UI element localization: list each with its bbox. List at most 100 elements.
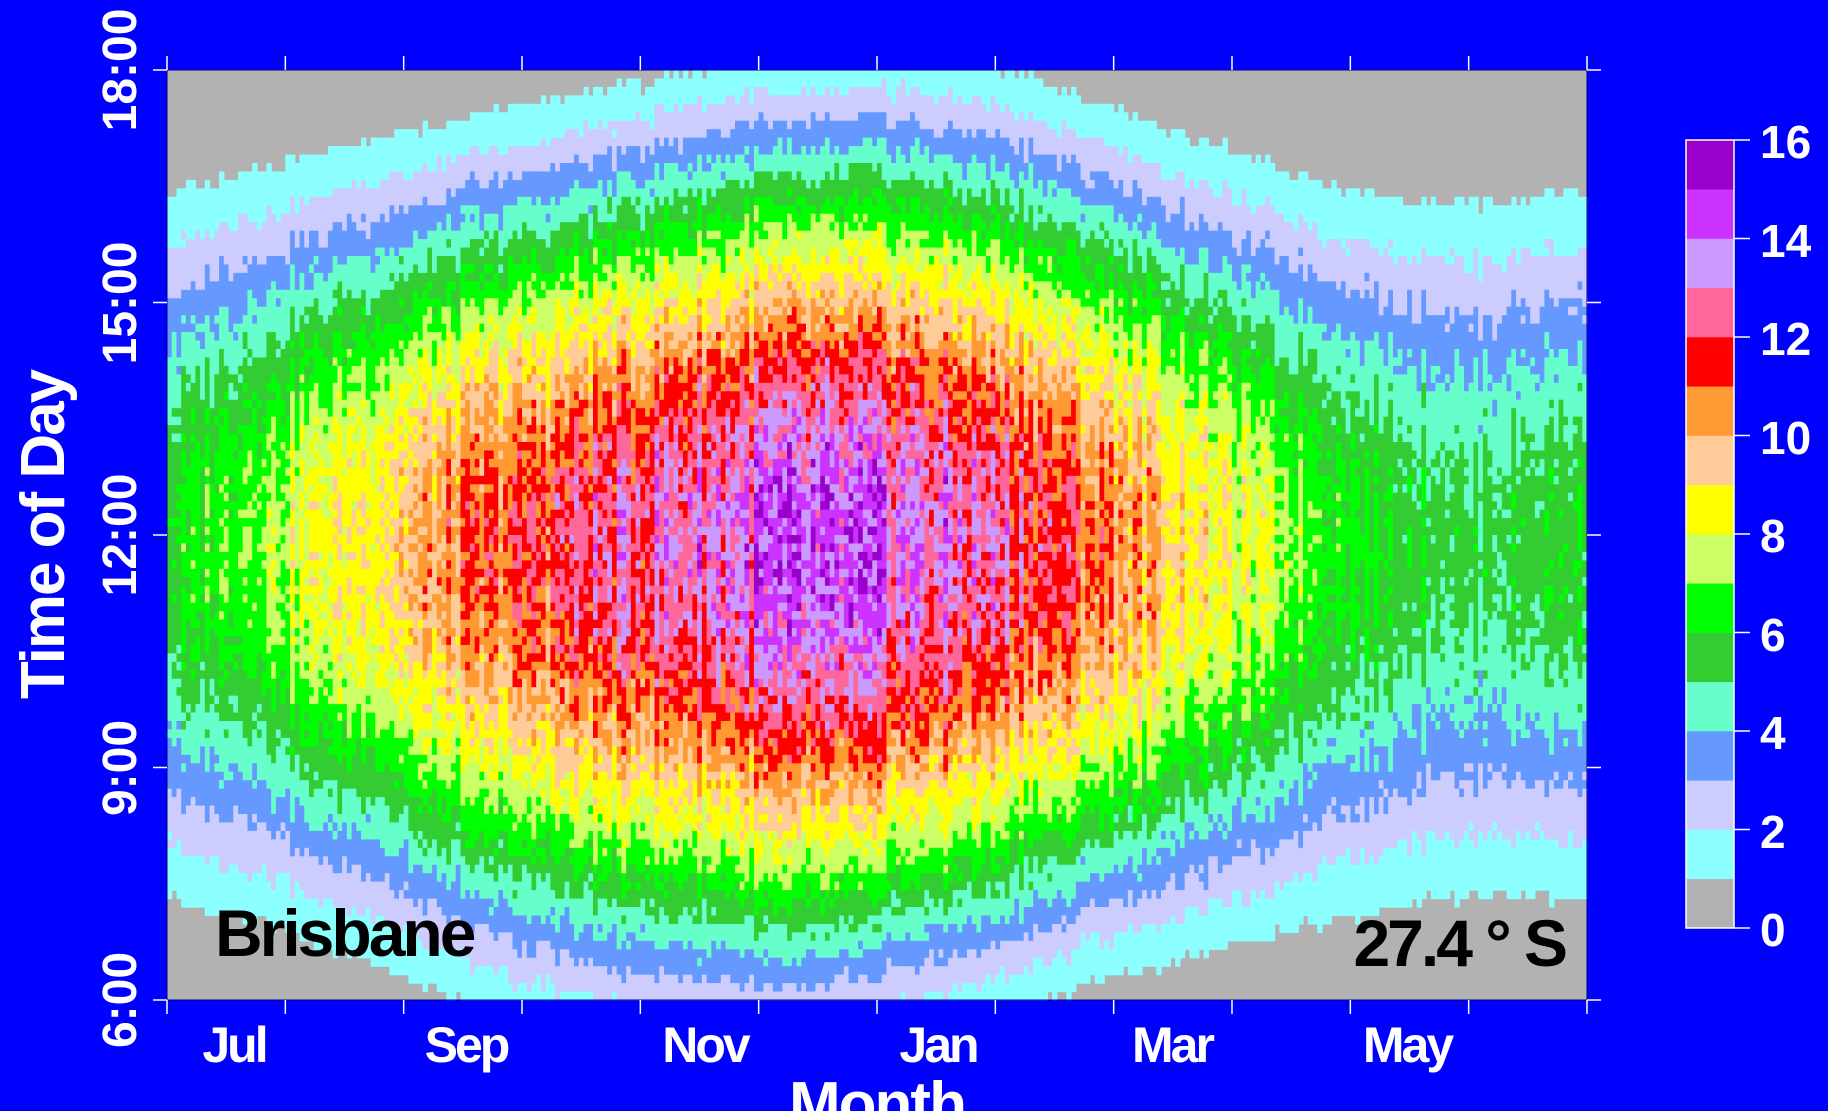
heatmap-cell bbox=[252, 408, 257, 417]
heatmap-cell bbox=[371, 670, 376, 679]
heatmap-cell bbox=[219, 171, 224, 180]
heatmap-cell bbox=[408, 713, 413, 722]
heatmap-cell bbox=[347, 290, 352, 299]
heatmap-cell bbox=[238, 738, 243, 747]
heatmap-cell bbox=[181, 713, 186, 722]
heatmap-cell bbox=[408, 552, 413, 561]
heatmap-cell bbox=[247, 459, 252, 468]
heatmap-cell bbox=[380, 848, 385, 857]
heatmap-cell bbox=[262, 298, 267, 307]
heatmap-cell bbox=[229, 696, 234, 705]
heatmap-cell bbox=[266, 264, 271, 273]
heatmap-cell bbox=[200, 873, 205, 882]
heatmap-cell bbox=[423, 248, 428, 257]
heatmap-cell bbox=[300, 670, 305, 679]
heatmap-cell bbox=[181, 552, 186, 561]
heatmap-cell bbox=[380, 146, 385, 155]
heatmap-cell bbox=[257, 738, 262, 747]
heatmap-cell bbox=[389, 535, 394, 544]
heatmap-cell bbox=[290, 729, 295, 738]
heatmap-cell bbox=[347, 603, 352, 612]
heatmap-cell bbox=[309, 645, 314, 654]
heatmap-cell bbox=[176, 408, 181, 417]
heatmap-cell bbox=[210, 197, 215, 206]
heatmap-cell bbox=[262, 704, 267, 713]
heatmap-cell bbox=[200, 467, 205, 476]
heatmap-cell bbox=[314, 248, 319, 257]
heatmap-cell bbox=[290, 281, 295, 290]
heatmap-cell bbox=[389, 552, 394, 561]
heatmap-cell bbox=[385, 687, 390, 696]
heatmap-cell bbox=[252, 256, 257, 265]
heatmap-cell bbox=[328, 450, 333, 459]
heatmap-cell bbox=[328, 577, 333, 586]
heatmap-cell bbox=[337, 670, 342, 679]
heatmap-cell bbox=[186, 535, 191, 544]
heatmap-cell bbox=[389, 324, 394, 333]
heatmap-cell bbox=[408, 197, 413, 206]
heatmap-cell bbox=[243, 467, 248, 476]
heatmap-cell bbox=[385, 434, 390, 443]
heatmap-cell bbox=[309, 789, 314, 798]
heatmap-cell bbox=[229, 772, 234, 781]
heatmap-cell bbox=[385, 729, 390, 738]
heatmap-cell bbox=[352, 341, 357, 350]
heatmap-cell bbox=[238, 493, 243, 502]
heatmap-cell bbox=[300, 696, 305, 705]
heatmap-cell bbox=[238, 670, 243, 679]
heatmap-cell bbox=[314, 586, 319, 595]
heatmap-cell bbox=[380, 620, 385, 629]
heatmap-cell bbox=[176, 552, 181, 561]
heatmap-cell bbox=[394, 264, 399, 273]
heatmap-cell bbox=[172, 552, 177, 561]
heatmap-cell bbox=[262, 772, 267, 781]
heatmap-cell bbox=[309, 281, 314, 290]
heatmap-cell bbox=[356, 180, 361, 189]
heatmap-cell bbox=[333, 231, 338, 240]
heatmap-cell bbox=[186, 476, 191, 485]
heatmap-cell bbox=[356, 417, 361, 426]
heatmap-cell bbox=[375, 349, 380, 358]
heatmap-cell bbox=[191, 873, 196, 882]
heatmap-cell bbox=[219, 290, 224, 299]
heatmap-cell bbox=[375, 324, 380, 333]
heatmap-cell bbox=[210, 434, 215, 443]
heatmap-cell bbox=[247, 679, 252, 688]
heatmap-cell bbox=[399, 332, 404, 341]
heatmap-cell bbox=[323, 239, 328, 248]
heatmap-cell bbox=[214, 670, 219, 679]
heatmap-cell bbox=[318, 738, 323, 747]
heatmap-cell bbox=[181, 763, 186, 772]
heatmap-cell bbox=[200, 450, 205, 459]
heatmap-cell bbox=[356, 882, 361, 891]
heatmap-cell bbox=[300, 459, 305, 468]
heatmap-cell bbox=[304, 222, 309, 231]
heatmap-cell bbox=[366, 594, 371, 603]
heatmap-cell bbox=[385, 231, 390, 240]
heatmap-cell bbox=[314, 560, 319, 569]
heatmap-cell bbox=[229, 442, 234, 451]
heatmap-cell bbox=[309, 383, 314, 392]
heatmap-cell bbox=[356, 848, 361, 857]
heatmap-cell bbox=[333, 628, 338, 637]
heatmap-cell bbox=[262, 611, 267, 620]
heatmap-cell bbox=[195, 670, 200, 679]
heatmap-cell bbox=[371, 205, 376, 214]
heatmap-cell bbox=[295, 222, 300, 231]
heatmap-cell bbox=[238, 476, 243, 485]
heatmap-cell bbox=[295, 510, 300, 519]
heatmap-cell bbox=[247, 222, 252, 231]
heatmap-cell bbox=[371, 476, 376, 485]
heatmap-cell bbox=[167, 442, 172, 451]
heatmap-cell bbox=[361, 704, 366, 713]
heatmap-cell bbox=[314, 205, 319, 214]
heatmap-cell bbox=[394, 653, 399, 662]
heatmap-cell bbox=[300, 797, 305, 806]
heatmap-cell bbox=[247, 332, 252, 341]
heatmap-cell bbox=[195, 248, 200, 257]
heatmap-cell bbox=[304, 400, 309, 409]
heatmap-cell bbox=[200, 611, 205, 620]
heatmap-cell bbox=[404, 298, 409, 307]
heatmap-cell bbox=[361, 349, 366, 358]
heatmap-cell bbox=[385, 679, 390, 688]
